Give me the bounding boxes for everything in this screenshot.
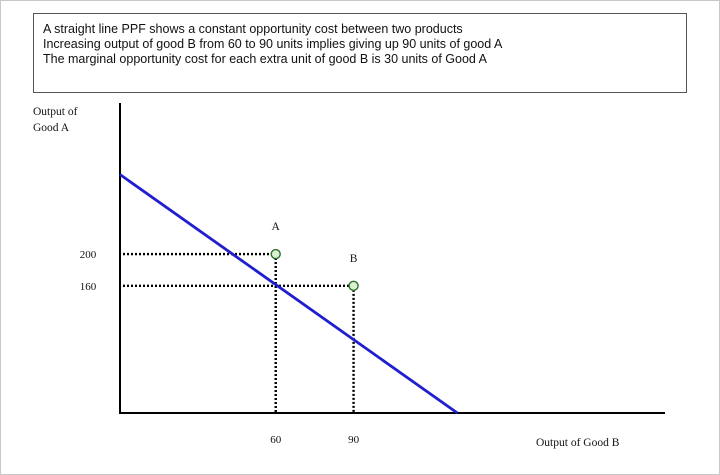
y-axis-label-line-1: Output of	[33, 106, 78, 118]
ppf-line	[119, 173, 459, 415]
caption-line-2: Increasing output of good B from 60 to 9…	[43, 37, 503, 51]
tick-labels: 60 90 200 160	[80, 249, 360, 446]
point-b	[348, 280, 359, 292]
point-label-b: B	[350, 253, 358, 265]
x-tick-label-60: 60	[270, 434, 282, 446]
point-a	[270, 248, 281, 260]
point-label-a: A	[272, 221, 281, 233]
y-tick-label-200: 200	[80, 249, 97, 261]
x-axis-label: Output of Good B	[536, 437, 620, 449]
guide-lines	[123, 252, 355, 412]
y-axis-label-line-2: Good A	[33, 122, 70, 134]
caption-line-1: A straight line PPF shows a constant opp…	[43, 22, 463, 36]
y-tick-label-160: 160	[80, 281, 97, 293]
x-tick-label-90: 90	[348, 434, 360, 446]
caption-line-3: The marginal opportunity cost for each e…	[43, 52, 488, 66]
caption-box: A straight line PPF shows a constant opp…	[33, 13, 687, 93]
chart-marks: AB	[119, 173, 459, 415]
